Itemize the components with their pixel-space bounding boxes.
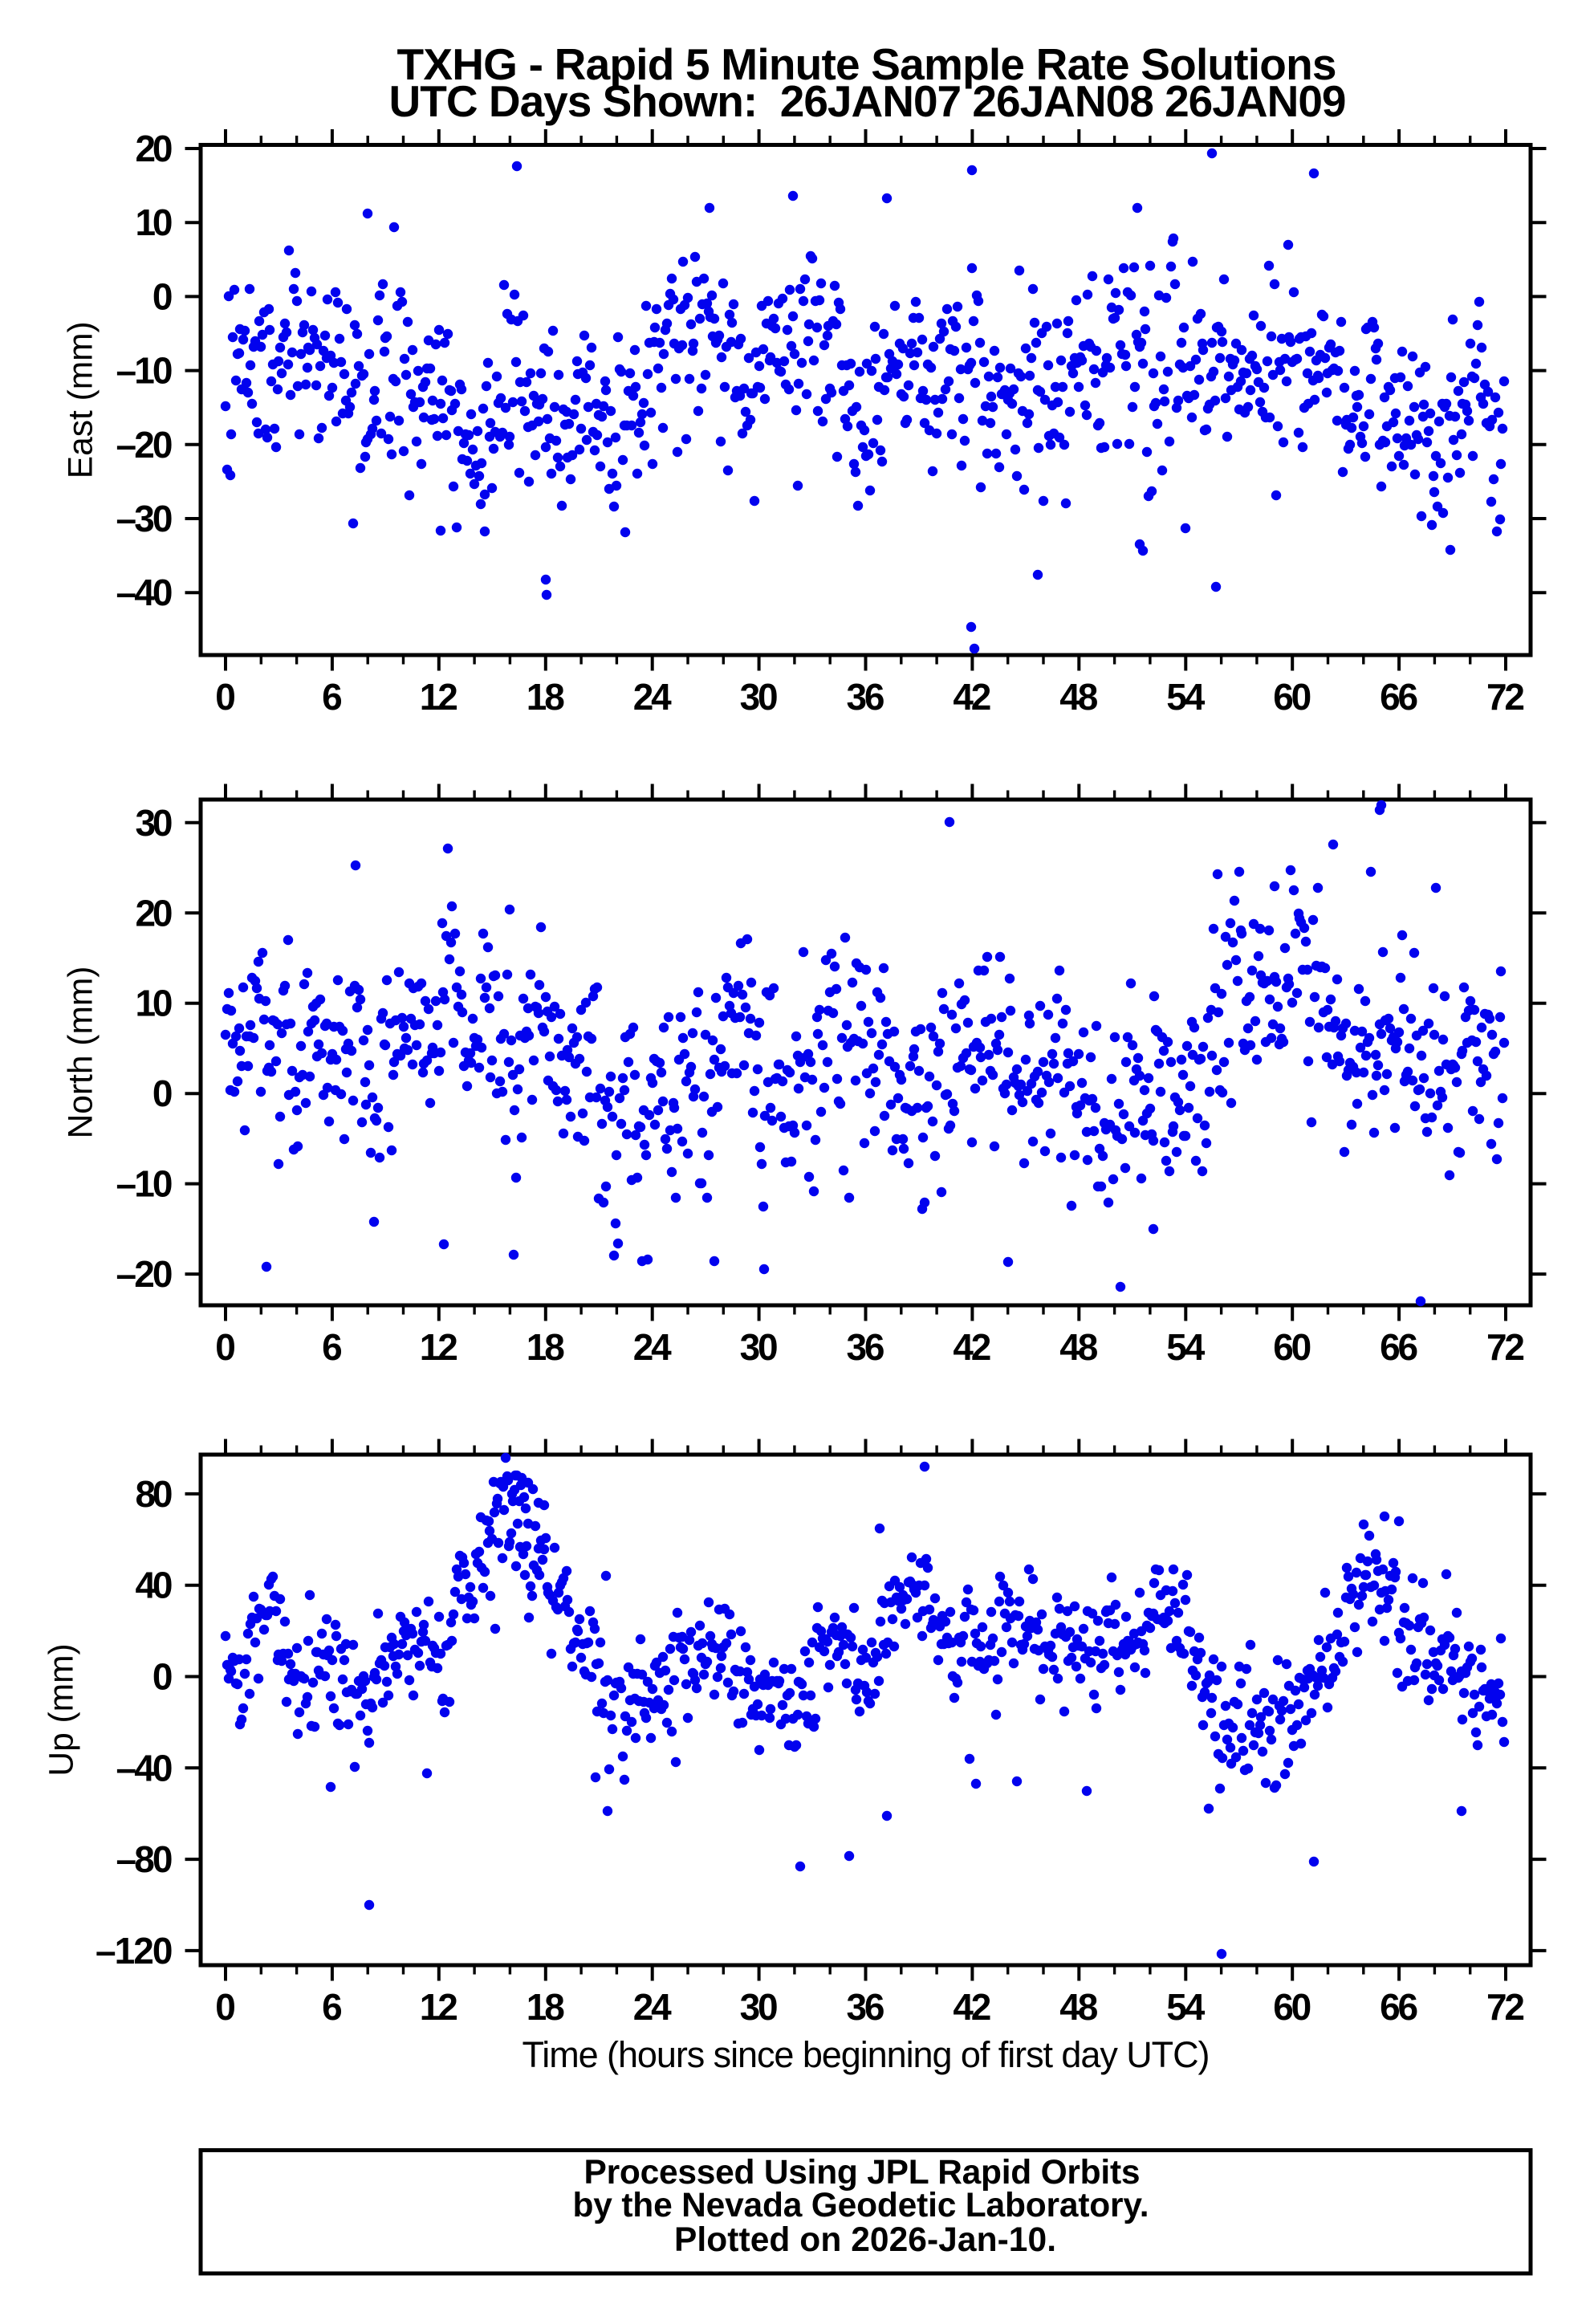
svg-text:0: 0 — [215, 1326, 236, 1368]
svg-text:20: 20 — [136, 128, 173, 169]
svg-text:–20: –20 — [116, 424, 173, 466]
svg-text:48: 48 — [1059, 676, 1098, 718]
svg-text:36: 36 — [847, 1986, 885, 2028]
svg-text:54: 54 — [1166, 1326, 1205, 1368]
svg-text:Up (mm): Up (mm) — [43, 1643, 81, 1776]
svg-text:0: 0 — [215, 1986, 236, 2028]
svg-text:10: 10 — [136, 201, 173, 243]
svg-text:36: 36 — [847, 676, 885, 718]
svg-text:18: 18 — [527, 676, 565, 718]
svg-text:6: 6 — [322, 1326, 343, 1368]
svg-text:TXHG - Rapid 5 Minute Sample R: TXHG - Rapid 5 Minute Sample Rate Soluti… — [397, 39, 1337, 89]
svg-text:66: 66 — [1380, 1326, 1418, 1368]
svg-text:54: 54 — [1166, 676, 1205, 718]
svg-text:54: 54 — [1166, 1986, 1205, 2028]
svg-text:42: 42 — [953, 676, 991, 718]
svg-text:by the Nevada Geodetic Laborat: by the Nevada Geodetic Laboratory. — [573, 2187, 1149, 2224]
svg-text:72: 72 — [1486, 1326, 1525, 1368]
svg-text:60: 60 — [1273, 1326, 1311, 1368]
svg-text:0: 0 — [215, 676, 236, 718]
svg-text:60: 60 — [1273, 1986, 1311, 2028]
svg-text:80: 80 — [136, 1473, 173, 1515]
svg-text:42: 42 — [953, 1986, 991, 2028]
svg-text:12: 12 — [420, 1986, 458, 2028]
svg-text:6: 6 — [322, 676, 343, 718]
svg-text:40: 40 — [136, 1565, 173, 1606]
svg-text:North (mm): North (mm) — [63, 967, 100, 1139]
svg-text:48: 48 — [1059, 1986, 1098, 2028]
svg-text:42: 42 — [953, 1326, 991, 1368]
svg-text:18: 18 — [527, 1986, 565, 2028]
svg-text:East (mm): East (mm) — [63, 321, 100, 478]
svg-text:36: 36 — [847, 1326, 885, 1368]
svg-text:30: 30 — [740, 676, 779, 718]
svg-text:66: 66 — [1380, 676, 1418, 718]
svg-text:12: 12 — [420, 1326, 458, 1368]
svg-text:60: 60 — [1273, 676, 1311, 718]
svg-text:72: 72 — [1486, 1986, 1525, 2028]
svg-text:–10: –10 — [116, 350, 173, 392]
svg-text:10: 10 — [136, 983, 173, 1024]
svg-text:–20: –20 — [116, 1253, 173, 1295]
svg-text:72: 72 — [1486, 676, 1525, 718]
svg-text:0: 0 — [152, 1072, 173, 1114]
svg-text:30: 30 — [740, 1986, 779, 2028]
svg-text:24: 24 — [633, 1326, 672, 1368]
svg-text:30: 30 — [740, 1326, 779, 1368]
svg-text:20: 20 — [136, 892, 173, 934]
svg-text:12: 12 — [420, 676, 458, 718]
svg-text:–120: –120 — [96, 1930, 173, 1972]
svg-text:24: 24 — [633, 1986, 672, 2028]
svg-text:Plotted on 2026-Jan-10.: Plotted on 2026-Jan-10. — [674, 2221, 1056, 2259]
svg-text:66: 66 — [1380, 1986, 1418, 2028]
svg-text:48: 48 — [1059, 1326, 1098, 1368]
svg-text:6: 6 — [322, 1986, 343, 2028]
svg-text:Processed Using JPL Rapid Orbi: Processed Using JPL Rapid Orbits — [584, 2154, 1141, 2192]
svg-text:–40: –40 — [116, 1747, 173, 1789]
svg-text:18: 18 — [527, 1326, 565, 1368]
svg-text:–40: –40 — [116, 572, 173, 613]
svg-text:–80: –80 — [116, 1838, 173, 1880]
svg-text:0: 0 — [152, 275, 173, 317]
svg-text:0: 0 — [152, 1656, 173, 1698]
svg-text:–30: –30 — [116, 498, 173, 539]
svg-text:24: 24 — [633, 676, 672, 718]
svg-text:30: 30 — [136, 802, 173, 844]
svg-text:UTC Days Shown: 26JAN07 26JAN: UTC Days Shown: 26JAN07 26JAN08 26JAN09 — [389, 76, 1347, 126]
svg-text:Time (hours since beginning of: Time (hours since beginning of first day… — [523, 2034, 1210, 2075]
svg-text:–10: –10 — [116, 1163, 173, 1205]
